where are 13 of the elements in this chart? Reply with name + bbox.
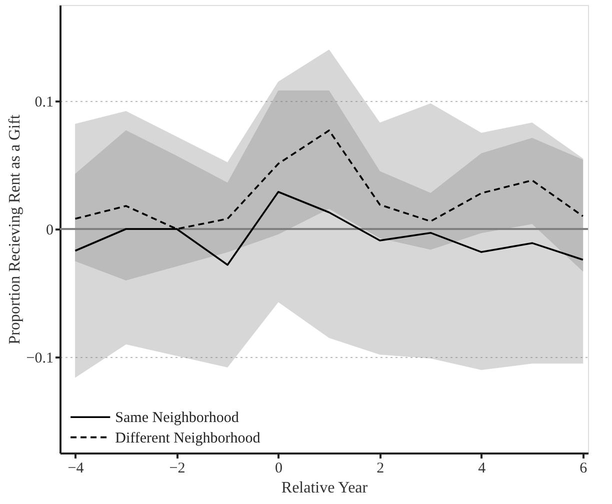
x-tick-label: −2 [169,460,186,476]
x-tick-label: 6 [580,460,588,476]
x-tick-label: 2 [376,460,384,476]
y-axis-title: Proportion Recieving Rent as a Gift [6,114,24,344]
legend-label: Different Neighborhood [115,430,261,446]
x-axis-title: Relative Year [281,480,368,496]
y-tick-label: 0 [46,222,54,238]
x-tick-label: 0 [275,460,283,476]
x-tick-label: −4 [68,460,84,476]
legend-label: Same Neighborhood [115,410,240,426]
x-tick-label: 4 [478,460,486,476]
y-tick-label: 0.1 [34,94,54,110]
y-tick-label: −0.1 [26,350,54,366]
